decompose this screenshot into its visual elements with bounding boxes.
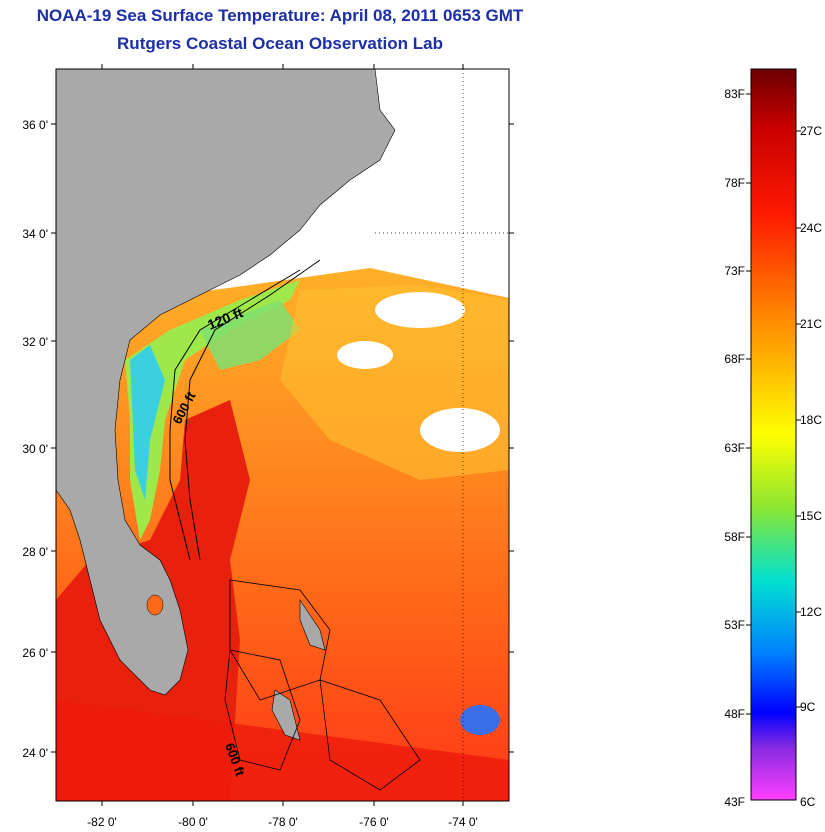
- bank-contour: [319, 679, 421, 791]
- colorbar: 83F 78F 73F 68F 63F 58F 53F 48F 43F 27C …: [724, 68, 822, 809]
- colorbar-c-label: 24C: [800, 221, 822, 235]
- lat-label: 28 0': [22, 545, 48, 559]
- lat-label: 34 0': [22, 227, 48, 241]
- colorbar-f-label: 83F: [724, 87, 745, 101]
- cloud-patch: [420, 408, 500, 452]
- map-title: NOAA-19 Sea Surface Temperature: April 0…: [36, 6, 524, 25]
- colorbar-f-label: 78F: [724, 176, 745, 190]
- lake-okeechobee: [146, 594, 164, 616]
- colorbar-f-label: 53F: [724, 618, 745, 632]
- colorbar-c-label: 15C: [800, 509, 822, 523]
- cool-patch: [200, 300, 300, 370]
- lat-label: 30 0': [22, 442, 48, 456]
- sst-map: 36 0' 34 0' 32 0' 30 0' 28 0' 26 0' 24 0…: [22, 64, 514, 829]
- shelf-water: [125, 280, 300, 540]
- cloud-patch: [337, 341, 393, 369]
- colorbar-f-label: 63F: [724, 441, 745, 455]
- lat-label: 24 0': [22, 746, 48, 760]
- colorbar-f-label: 68F: [724, 352, 745, 366]
- isobath-600ft: [184, 259, 321, 561]
- colorbar-c-label: 18C: [800, 413, 822, 427]
- colorbar-f-label: 58F: [724, 530, 745, 544]
- lat-label: 32 0': [22, 335, 48, 349]
- lon-label: -82 0': [87, 815, 117, 829]
- cold-anomaly: [460, 705, 500, 735]
- colorbar-gradient: [750, 68, 797, 801]
- cloud-patch: [375, 292, 465, 328]
- lon-label: -78 0': [268, 815, 298, 829]
- colorbar-f-label: 73F: [724, 264, 745, 278]
- map-imagery: [56, 69, 509, 801]
- lon-label: -74 0': [448, 815, 478, 829]
- land-island: [271, 689, 301, 741]
- colorbar-c-label: 12C: [800, 605, 822, 619]
- warm-south: [56, 700, 509, 801]
- colorbar-c-label: 6C: [800, 795, 816, 809]
- cold-shelf-water: [130, 345, 165, 500]
- isobath-120ft: [169, 269, 301, 561]
- lon-label: -76 0': [359, 815, 389, 829]
- lon-label: -80 0': [178, 815, 208, 829]
- lat-label: 26 0': [22, 646, 48, 660]
- colorbar-c-label: 9C: [800, 700, 816, 714]
- colorbar-c-label: 21C: [800, 317, 822, 331]
- lat-label: 36 0': [22, 118, 48, 132]
- colorbar-f-label: 43F: [724, 795, 745, 809]
- land-island: [299, 599, 326, 651]
- map-subtitle: Rutgers Coastal Ocean Observation Lab: [117, 34, 443, 53]
- map-ticks: [51, 64, 514, 806]
- land-mainland: [56, 69, 396, 696]
- colorbar-ticks: [746, 93, 801, 715]
- colorbar-f-label: 48F: [724, 707, 745, 721]
- colorbar-c-label: 27C: [800, 124, 822, 138]
- bank-contour: [224, 649, 301, 771]
